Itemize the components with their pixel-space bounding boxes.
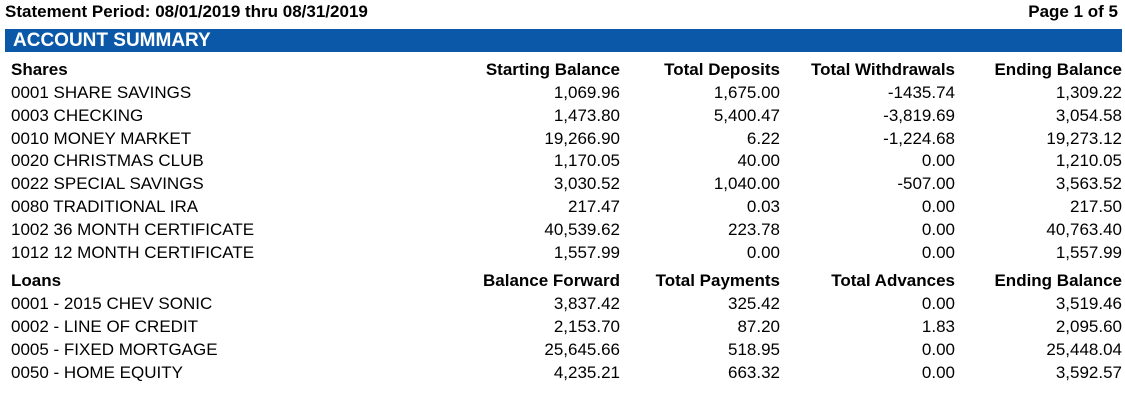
table-row: 1012 12 MONTH CERTIFICATE 1,557.99 0.00 0.0… (0, 241, 1125, 264)
amount-cell: 5,400.47 (713, 106, 780, 125)
amount-cell: 0.00 (921, 197, 955, 216)
amount-cell: 0.00 (921, 340, 955, 359)
amount-cell: 1,473.80 (553, 106, 620, 125)
amount-cell: 6.22 (746, 129, 780, 148)
amount-cell: 217.47 (568, 197, 620, 216)
loans-column-header: Loans (11, 271, 62, 290)
amount-cell: 25,448.04 (1046, 340, 1122, 359)
shares-column-header: Ending Balance (994, 60, 1122, 79)
amount-cell: 3,837.42 (553, 294, 620, 313)
account-name: 0001 - 2015 CHEV SONIC (11, 294, 213, 313)
table-row: 0050 - HOME EQUITY 4,235.21 663.32 0.00 3,59… (0, 361, 1125, 384)
account-summary-banner: ACCOUNT SUMMARY (5, 29, 1122, 52)
table-row: 0022 SPECIAL SAVINGS 3,030.52 1,040.00 -507… (0, 172, 1125, 195)
amount-cell: 19,266.90 (544, 129, 620, 148)
table-row: 0001 - 2015 CHEV SONIC 3,837.42 325.42 0.00… (0, 292, 1125, 315)
amount-cell: 25,645.66 (544, 340, 620, 359)
statement-period: Statement Period: 08/01/2019 thru 08/31/… (5, 2, 368, 21)
amount-cell: 1,040.00 (713, 174, 780, 193)
account-name: 0010 MONEY MARKET (11, 129, 192, 148)
amount-cell: 3,054.58 (1055, 106, 1122, 125)
account-name: 1002 36 MONTH CERTIFICATE (11, 220, 255, 239)
amount-cell: 3,030.52 (553, 174, 620, 193)
loans-column-header: Total Payments (655, 271, 780, 290)
table-row: 0003 CHECKING 1,473.80 5,400.47 -3,819.69 3,… (0, 104, 1125, 127)
amount-cell: 0.00 (921, 151, 955, 170)
amount-cell: 3,563.52 (1055, 174, 1122, 193)
amount-cell: 1,210.05 (1055, 151, 1122, 170)
amount-cell: -1,224.68 (883, 129, 955, 148)
amount-cell: 325.42 (728, 294, 780, 313)
table-row: 0002 - LINE OF CREDIT 2,153.70 87.20 1.83 2,… (0, 315, 1125, 338)
amount-cell: 518.95 (728, 340, 780, 359)
amount-cell: 40,763.40 (1046, 220, 1122, 239)
amount-cell: 3,592.57 (1055, 363, 1122, 382)
shares-column-header: Starting Balance (485, 60, 620, 79)
table-row: 1002 36 MONTH CERTIFICATE 40,539.62 223.78… (0, 218, 1125, 241)
table-row: 0010 MONEY MARKET 19,266.90 6.22 -1,224.68 1… (0, 127, 1125, 150)
statement-header: Statement Period: 08/01/2019 thru 08/31/… (5, 1, 1118, 23)
account-name: 0001 SHARE SAVINGS (11, 83, 192, 102)
table-row: 0001 SHARE SAVINGS 1,069.96 1,675.00 -1435.… (0, 81, 1125, 104)
account-name: 0002 - LINE OF CREDIT (11, 317, 199, 336)
shares-column-header: Shares (11, 60, 68, 79)
amount-cell: 223.78 (728, 220, 780, 239)
amount-cell: 1,069.96 (553, 83, 620, 102)
amount-cell: 1,557.99 (1055, 243, 1122, 262)
amount-cell: 40.00 (737, 151, 780, 170)
account-name: 1012 12 MONTH CERTIFICATE (11, 243, 255, 262)
loans-column-header: Total Advances (831, 271, 955, 290)
account-name: 0050 - HOME EQUITY (11, 363, 183, 382)
amount-cell: 2,095.60 (1055, 317, 1122, 336)
shares-column-header: Total Deposits (664, 60, 780, 79)
amount-cell: 0.00 (921, 243, 955, 262)
amount-cell: 0.00 (921, 363, 955, 382)
loans-header-row: Loans Balance Forward Total Payments Total … (0, 269, 1125, 292)
table-row: 0080 TRADITIONAL IRA 217.47 0.03 0.00 217.50 (0, 195, 1125, 218)
amount-cell: 1,309.22 (1055, 83, 1122, 102)
amount-cell: 1,675.00 (713, 83, 780, 102)
amount-cell: -3,819.69 (883, 106, 955, 125)
loans-column-header: Ending Balance (994, 271, 1122, 290)
amount-cell: 217.50 (1070, 197, 1122, 216)
amount-cell: 2,153.70 (553, 317, 620, 336)
account-name: 0005 - FIXED MORTGAGE (11, 340, 218, 359)
account-name: 0003 CHECKING (11, 106, 144, 125)
page-number: Page 1 of 5 (1028, 2, 1118, 21)
table-row: 0005 - FIXED MORTGAGE 25,645.66 518.95 0.00… (0, 338, 1125, 361)
account-name: 0020 CHRISTMAS CLUB (11, 151, 204, 170)
amount-cell: -507.00 (897, 174, 955, 193)
amount-cell: 0.00 (921, 220, 955, 239)
table-row: 0020 CHRISTMAS CLUB 1,170.05 40.00 0.00 1,21… (0, 149, 1125, 172)
account-name: 0080 TRADITIONAL IRA (11, 197, 199, 216)
amount-cell: 3,519.46 (1055, 294, 1122, 313)
amount-cell: 4,235.21 (553, 363, 620, 382)
shares-header-row: Shares Starting Balance Total Deposits Tota… (0, 58, 1125, 81)
account-name: 0022 SPECIAL SAVINGS (11, 174, 204, 193)
amount-cell: 663.32 (728, 363, 780, 382)
amount-cell: 0.00 (921, 294, 955, 313)
amount-cell: 0.03 (746, 197, 780, 216)
amount-cell: 0.00 (746, 243, 780, 262)
amount-cell: 87.20 (737, 317, 780, 336)
amount-cell: 19,273.12 (1046, 129, 1122, 148)
amount-cell: 1,170.05 (553, 151, 620, 170)
amount-cell: -1435.74 (887, 83, 955, 102)
shares-column-header: Total Withdrawals (810, 60, 955, 79)
amount-cell: 1.83 (921, 317, 955, 336)
amount-cell: 40,539.62 (544, 220, 620, 239)
amount-cell: 1,557.99 (553, 243, 620, 262)
loans-column-header: Balance Forward (483, 271, 620, 290)
